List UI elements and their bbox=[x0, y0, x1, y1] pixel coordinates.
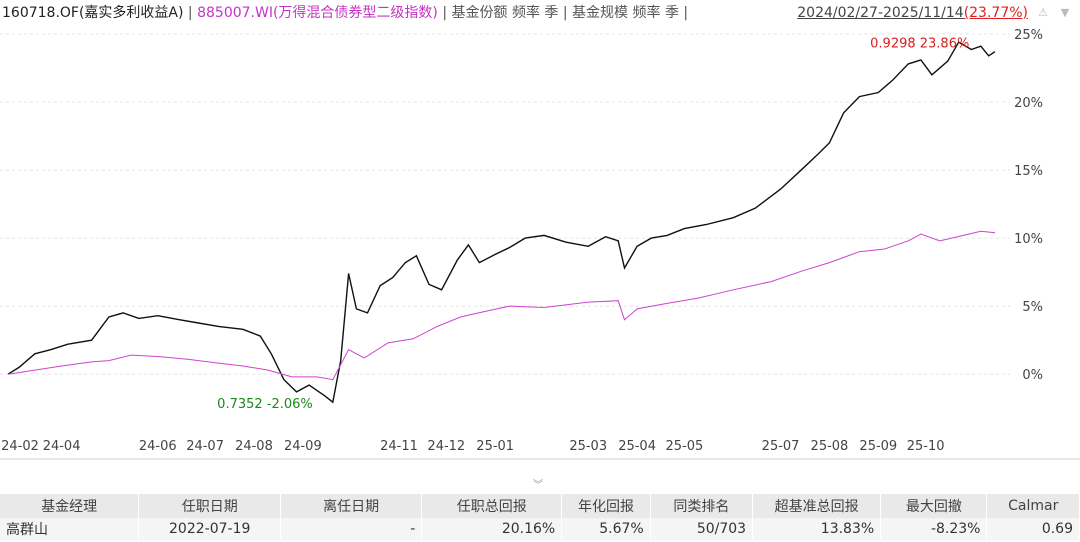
table-header-row: 基金经理 任职日期 离任日期 任职总回报 年化回报 同类排名 超基准总回报 最大回撤 Calma… bbox=[0, 494, 1080, 518]
table-body: 高群山 2022-07-19-20.16% 5.67% 50/703 13.83% -8.… bbox=[0, 518, 1080, 540]
column-header[interactable]: 年化回报 bbox=[561, 494, 651, 518]
x-tick-label: 25-04 bbox=[618, 439, 656, 454]
collapse-chevron-icon[interactable]: ︾ bbox=[533, 480, 543, 491]
y-tick-label: 10% bbox=[1014, 232, 1043, 247]
legend-fund[interactable]: 160718.OF(嘉实多利收益A) bbox=[2, 5, 184, 21]
y-axis: 0% 5% 10% 15% 20% 25% bbox=[1014, 28, 1043, 383]
column-header[interactable]: 同类排名 bbox=[650, 494, 754, 518]
y-tick-label: 25% bbox=[1014, 28, 1043, 43]
x-tick-label: 24-09 bbox=[284, 439, 322, 454]
column-header[interactable]: 基金经理 bbox=[0, 494, 140, 518]
table-cell: 5.67% bbox=[561, 518, 651, 540]
x-tick-label: 25-08 bbox=[811, 439, 849, 454]
series-line-1 bbox=[7, 230, 996, 381]
column-header[interactable]: 离任日期 bbox=[280, 494, 423, 518]
warning-icon[interactable]: ⚠ bbox=[1038, 6, 1048, 19]
table-cell: 50/703 bbox=[650, 518, 754, 540]
extreme-annotations: 0.9298 23.86% 0.7352 -2.06% bbox=[217, 37, 969, 413]
x-tick-label: 25-09 bbox=[859, 439, 897, 454]
table-cell: 0.69 bbox=[986, 518, 1080, 540]
max-annotation: 0.9298 23.86% bbox=[870, 37, 969, 52]
x-tick-label: 24-11 bbox=[380, 439, 418, 454]
fund-share-toggle[interactable]: 基金份额 频率 季 bbox=[451, 5, 559, 21]
column-header[interactable]: 任职日期 bbox=[138, 494, 282, 518]
x-tick-label: 24-07 bbox=[186, 439, 224, 454]
table-row[interactable]: 高群山 2022-07-19-20.16% 5.67% 50/703 13.83% -8.… bbox=[0, 518, 1080, 540]
y-tick-label: 5% bbox=[1022, 300, 1043, 315]
separator: | bbox=[562, 5, 573, 21]
column-header[interactable]: Calmar bbox=[986, 494, 1080, 518]
x-tick-label: 25-03 bbox=[569, 439, 607, 454]
separator: | bbox=[683, 5, 689, 21]
separator: | bbox=[442, 5, 452, 21]
table-cell: 2022-07-19 bbox=[138, 518, 282, 540]
column-header[interactable]: 任职总回报 bbox=[421, 494, 563, 518]
table-cell: - bbox=[280, 518, 423, 540]
min-annotation: 0.7352 -2.06% bbox=[217, 397, 313, 412]
y-tick-label: 15% bbox=[1014, 164, 1043, 179]
x-tick-label: 25-01 bbox=[476, 439, 514, 454]
x-tick-label: 25-10 bbox=[907, 439, 945, 454]
range-return: (23.77%) bbox=[963, 5, 1028, 21]
series bbox=[7, 41, 996, 404]
x-tick-label: 24-12 bbox=[427, 439, 465, 454]
date-range[interactable]: 2024/02/27-2025/11/14 bbox=[797, 5, 964, 21]
column-header[interactable]: 超基准总回报 bbox=[752, 494, 882, 518]
table-cell: 20.16% bbox=[421, 518, 563, 540]
series-line-0 bbox=[7, 41, 996, 404]
x-tick-label: 24-02 bbox=[1, 439, 39, 454]
return-chart[interactable]: 0%5%10%15%20%25% 24-02 24-04 24-06 24-07 24-… bbox=[0, 26, 1080, 494]
x-tick-label: 24-08 bbox=[235, 439, 273, 454]
grid bbox=[0, 33, 1080, 460]
legend-line: 160718.OF(嘉实多利收益A) | 885007.WI(万得混合债券型二级… bbox=[2, 0, 688, 26]
x-tick-label: 24-06 bbox=[139, 439, 177, 454]
range-summary[interactable]: 2024/02/27-2025/11/14(23.77%) bbox=[797, 0, 1028, 26]
table-cell: 高群山 bbox=[0, 518, 140, 540]
column-header[interactable]: 最大回撤 bbox=[880, 494, 988, 518]
table-cell: 13.83% bbox=[752, 518, 882, 540]
chevron-down-icon[interactable]: ▼ bbox=[1060, 6, 1070, 19]
manager-table: 基金经理 任职日期 离任日期 任职总回报 年化回报 同类排名 超基准总回报 最大回撤 Calma… bbox=[0, 494, 1080, 540]
x-axis: 24-02 24-04 24-06 24-07 24-08 24-09 24-11 24-12… bbox=[1, 439, 944, 454]
separator: | bbox=[187, 5, 198, 21]
y-tick-label: 20% bbox=[1014, 96, 1043, 111]
table-cell: -8.23% bbox=[880, 518, 988, 540]
legend-index[interactable]: 885007.WI(万得混合债券型二级指数) bbox=[197, 5, 438, 21]
y-tick-label: 0% bbox=[1022, 368, 1043, 383]
x-tick-label: 25-07 bbox=[762, 439, 800, 454]
x-tick-label: 25-05 bbox=[666, 439, 704, 454]
x-tick-label: 24-04 bbox=[43, 439, 81, 454]
fund-scale-toggle[interactable]: 基金规模 频率 季 bbox=[572, 5, 679, 21]
chart-header: 160718.OF(嘉实多利收益A) | 885007.WI(万得混合债券型二级… bbox=[0, 0, 1080, 26]
